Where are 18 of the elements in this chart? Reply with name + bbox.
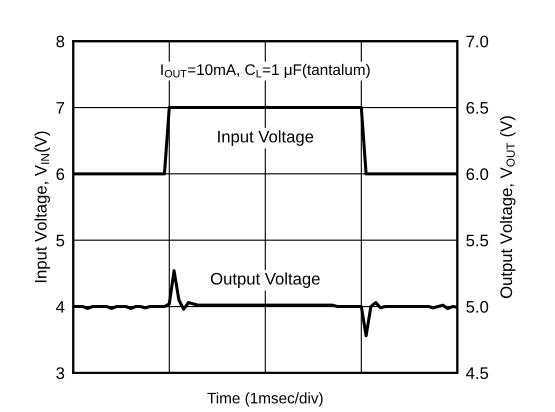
series-label: Output Voltage	[210, 272, 320, 288]
y-tick-label: 4	[56, 301, 64, 313]
y2-tick-label: 5.0	[466, 300, 488, 313]
y-tick-label: 5	[56, 234, 64, 246]
y2-tick-label: 4.5	[466, 367, 488, 380]
y2-axis-title: Output Voltage, V$_{OUT}$ (V)	[500, 116, 516, 298]
y-tick-label: 7	[56, 102, 64, 114]
y-tick-label: 8	[56, 36, 64, 48]
y-tick-label: 3	[56, 367, 64, 380]
y-tick-label: 6	[56, 168, 64, 180]
y-axis-title: Input Voltage, V$_{IN}$(V)	[34, 132, 50, 282]
x-axis-title: Time (1msec/div)	[207, 392, 323, 407]
series-label: Input Voltage	[218, 130, 314, 146]
y2-tick-label: 6.5	[466, 102, 488, 114]
y2-tick-label: 6.0	[466, 168, 488, 180]
y2-tick-label: 5.5	[466, 234, 488, 246]
annotation: I$_{OUT}$=10mA, C$_{L}$=1 μF(tantalum)	[161, 64, 370, 78]
y2-tick-label: 7.0	[466, 36, 488, 48]
